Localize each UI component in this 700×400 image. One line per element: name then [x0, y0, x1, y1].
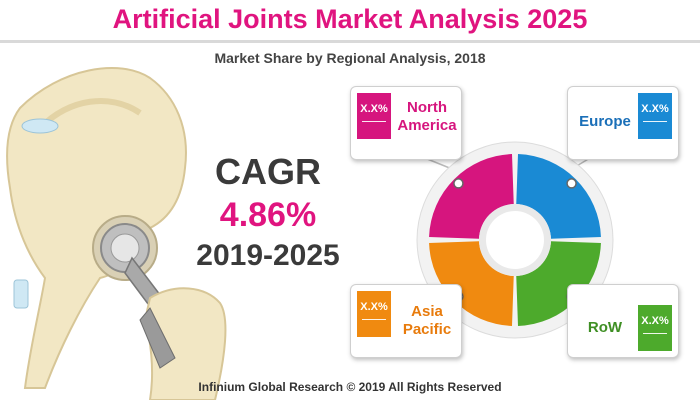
label-line2: America: [397, 117, 457, 134]
cagr-value: 4.86%: [219, 196, 317, 234]
tag-rule: [643, 333, 667, 334]
tag-rule: [643, 121, 667, 122]
chart-subtitle: Market Share by Regional Analysis, 2018: [214, 50, 486, 66]
donut-segment-north-america: [429, 154, 514, 239]
donut-segment-row: [516, 241, 601, 326]
connector-dot: [566, 178, 577, 189]
label-line1: Asia: [411, 303, 443, 320]
value-asia-pacific: X.X%: [360, 301, 388, 313]
tag-europe: X.X%: [638, 93, 672, 139]
tag-asia-pacific: X.X%: [357, 291, 391, 337]
label-line2: Pacific: [402, 321, 452, 338]
donut-segment-asia-pacific: [429, 241, 514, 326]
card-row: RoW X.X%: [567, 284, 679, 358]
page-title: Artificial Joints Market Analysis 2025: [112, 4, 588, 34]
donut-segment-europe: [516, 154, 601, 239]
label-europe: Europe: [579, 113, 631, 130]
hip-joint-illustration: [6, 67, 227, 400]
connector-dot: [453, 178, 464, 189]
donut-chart: [416, 141, 614, 339]
tag-north-america: X.X%: [357, 93, 391, 139]
cagr-block: CAGR 4.86% 2019-2025: [178, 150, 358, 276]
tag-row: X.X%: [638, 305, 672, 351]
card-europe: Europe X.X%: [567, 86, 679, 160]
value-north-america: X.X%: [360, 103, 388, 115]
donut-hole: [486, 211, 544, 269]
card-asia-pacific: X.X% Asia Pacific: [350, 284, 462, 358]
cagr-label: CAGR: [215, 151, 321, 192]
value-row: X.X%: [641, 315, 669, 327]
label-asia-pacific: Asia Pacific: [395, 303, 459, 339]
footer-copyright: Infinium Global Research © 2019 All Righ…: [198, 380, 502, 394]
label-north-america: North America: [395, 99, 459, 135]
title-divider: [0, 40, 700, 43]
value-europe: X.X%: [641, 103, 669, 115]
label-line1: North: [407, 99, 447, 116]
tag-rule: [362, 319, 386, 320]
card-north-america: X.X% North America: [350, 86, 462, 160]
tag-rule: [362, 121, 386, 122]
label-row: RoW: [587, 319, 623, 336]
cagr-period: 2019-2025: [196, 239, 340, 272]
